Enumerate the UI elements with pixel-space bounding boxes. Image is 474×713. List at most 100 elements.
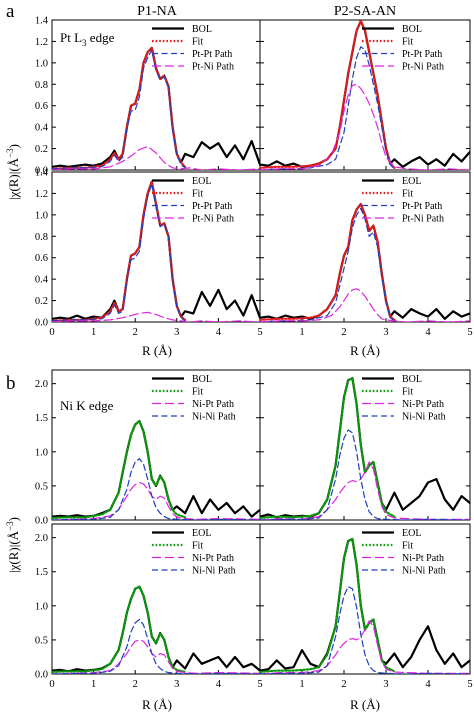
x-tick-label: 5	[257, 327, 262, 338]
y-tick-label: 0.4	[35, 275, 49, 286]
legend-label: Pt-Ni Path	[402, 62, 444, 73]
legend-label: Pt-Ni Path	[402, 214, 444, 225]
series-line-pt-ni-path	[260, 83, 470, 170]
legend-label: Pt-Pt Path	[402, 49, 442, 60]
y-tick-label: 0.4	[35, 123, 49, 134]
y-tick-label: 0.6	[35, 253, 48, 264]
y-tick-label: 1.0	[35, 601, 48, 612]
legend-label: Fit	[192, 37, 203, 48]
y-tick-label: 1.0	[35, 447, 48, 458]
series-line-ni-pt-path	[52, 481, 260, 520]
series-line-pt-ni-path	[52, 311, 260, 322]
x-tick-label: 1	[91, 327, 96, 338]
legend-label: EOL	[402, 528, 421, 539]
legend-label: Fit	[402, 37, 413, 48]
y-tick-label: 1.2	[35, 37, 48, 48]
y-tick-label: 1.5	[35, 567, 48, 578]
legend-label: Pt-Pt Path	[192, 201, 232, 212]
series-group	[52, 585, 260, 674]
legend-label: BOL	[402, 374, 422, 385]
series-line-ni-ni-path	[260, 429, 470, 520]
legend-label: Ni-Pt Path	[402, 553, 444, 564]
plot-frame	[259, 171, 471, 323]
x-axis-label-b-left: R (Å)	[142, 697, 172, 712]
edge-label-ni-k: Ni K edge	[60, 398, 114, 413]
x-tick-label: 3	[174, 679, 179, 690]
plot-frame	[259, 523, 471, 675]
series-group	[260, 20, 470, 170]
series-line-ni-ni-path	[52, 458, 260, 520]
series-line-ni-ni-path	[260, 586, 470, 674]
series-group	[260, 537, 470, 674]
x-tick-label: 2	[133, 679, 138, 690]
y-tick-label: 1.2	[35, 189, 48, 200]
panel-a-bottom-left: 0 1 2 3 4 5 0.0 0.2 0.4 0.6 0.8 1.0 1.2 1.4 EOL FitPt-P…	[35, 168, 263, 339]
legend-label: BOL	[402, 24, 422, 35]
series-group	[52, 420, 260, 520]
series-group	[52, 46, 260, 170]
legend-label: Pt-Ni Path	[192, 62, 234, 73]
edge-label-pt-l3: Pt L3 edge	[60, 30, 115, 48]
series-line-pt-pt-path	[260, 207, 395, 322]
x-tick-label: 1	[299, 679, 304, 690]
legend-label: Ni-Ni Path	[402, 412, 446, 423]
x-tick-label: 3	[383, 327, 388, 338]
x-tick-label: 4	[425, 679, 431, 690]
legend-label: Ni-Ni Path	[402, 566, 446, 577]
legend-label: Fit	[192, 541, 203, 552]
y-tick-label: 0.8	[35, 80, 48, 91]
series-line-fit	[52, 585, 187, 674]
x-axis-label-b-right: R (Å)	[350, 697, 380, 712]
legend-label: Fit	[192, 387, 203, 398]
y-tick-label: 1.4	[35, 16, 49, 27]
y-axis-label-a-left: |χ(R)|(Å−3)	[5, 144, 21, 200]
series-line-bol	[260, 20, 470, 168]
legend-label: Pt-Pt Path	[192, 49, 232, 60]
y-tick-label: 2.0	[35, 379, 48, 390]
y-tick-label: 0.0	[35, 318, 48, 329]
series-line-pt-pt-path	[52, 49, 186, 170]
series-group	[52, 180, 260, 322]
series-line-fit	[260, 20, 396, 169]
plot-frame	[51, 369, 261, 521]
y-tick-label: 0.2	[35, 296, 48, 307]
legend-label: BOL	[192, 374, 212, 385]
legend-label: Ni-Pt Path	[192, 553, 234, 564]
column-title-p1-na: P1-NA	[137, 4, 178, 19]
y-tick-label: 1.0	[35, 58, 48, 69]
plot-frame	[259, 19, 471, 171]
plot-frame	[259, 369, 471, 521]
series-group	[260, 377, 470, 520]
legend-label: Ni-Pt Path	[402, 399, 444, 410]
legend-label: EOL	[402, 176, 421, 187]
legend-label: Fit	[402, 387, 413, 398]
y-tick-label: 1.0	[35, 210, 48, 221]
plot-frame	[51, 171, 261, 323]
series-line-ni-pt-path	[260, 620, 470, 674]
x-tick-label: 2	[341, 679, 346, 690]
y-tick-label: 0.0	[35, 670, 48, 681]
y-tick-label: 0.5	[35, 481, 48, 492]
series-line-pt-pt-path	[52, 183, 186, 322]
legend-label: Fit	[192, 189, 203, 200]
series-line-fit	[52, 420, 187, 520]
y-tick-label: 0.0	[35, 516, 48, 527]
y-tick-label: 0.0	[35, 166, 48, 177]
legend-label: Pt-Pt Path	[402, 201, 442, 212]
x-tick-label: 2	[341, 327, 346, 338]
legend-label: EOL	[192, 176, 211, 187]
series-line-pt-ni-path	[260, 288, 470, 322]
y-axis-label-b-left: |χ(R)|(Å−3)	[5, 517, 21, 573]
series-line-eol	[52, 585, 260, 673]
series-line-ni-ni-path	[52, 618, 260, 674]
series-line-fit	[260, 203, 396, 321]
x-tick-label: 5	[467, 327, 472, 338]
